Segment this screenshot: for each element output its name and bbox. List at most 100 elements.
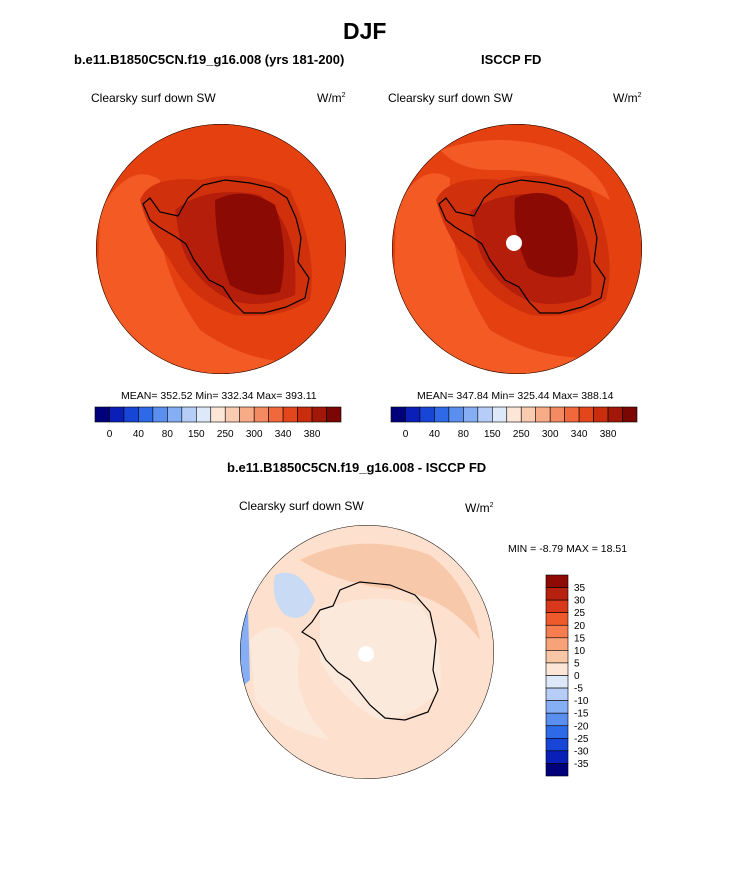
- colorbar-tick-label: 0: [403, 429, 409, 440]
- colorbar-tick-label: 300: [246, 429, 263, 440]
- panel3-map: [240, 525, 494, 779]
- colorbar-tick-label: 80: [162, 429, 174, 440]
- colorbar-tick-label: 40: [429, 429, 441, 440]
- colorbar-box: [282, 406, 298, 423]
- colorbar-box: [434, 406, 450, 423]
- colorbar-box: [545, 700, 569, 714]
- colorbar-box: [253, 406, 269, 423]
- colorbar-tick-label: 30: [574, 596, 586, 607]
- colorbar-box: [545, 687, 569, 701]
- colorbar-box: [463, 406, 479, 423]
- colorbar-box: [545, 587, 569, 601]
- colorbar-box: [549, 406, 565, 423]
- colorbar-box: [477, 406, 493, 423]
- season-title: DJF: [343, 18, 387, 44]
- panel2-units: W/m2: [613, 91, 642, 105]
- colorbar-box: [535, 406, 551, 423]
- panel1-units: W/m2: [317, 91, 346, 105]
- colorbar-tick-label: -30: [574, 746, 589, 757]
- colorbar-box: [224, 406, 241, 423]
- colorbar-tick-label: 340: [275, 429, 292, 440]
- colorbar-box: [94, 406, 110, 423]
- colorbar-box: [545, 662, 569, 676]
- panel3-units: W/m2: [465, 501, 494, 515]
- colorbar-box: [109, 406, 125, 423]
- colorbar-tick-label: 5: [574, 658, 580, 669]
- panel3-variable: Clearsky surf down SW: [239, 499, 364, 513]
- colorbar-tick-label: 250: [513, 429, 530, 440]
- panel1-title: b.e11.B1850C5CN.f19_g16.008 (yrs 181-200…: [74, 52, 345, 67]
- colorbar-tick-label: 380: [600, 429, 617, 440]
- colorbar-tick-label: 250: [217, 429, 234, 440]
- panel2-title: ISCCP FD: [481, 52, 542, 67]
- colorbar-tick-label: -20: [574, 721, 589, 732]
- colorbar-tick-label: 380: [304, 429, 321, 440]
- colorbar-tick-label: 10: [574, 646, 586, 657]
- panel1-map: [96, 124, 346, 374]
- colorbar-tick-label: -10: [574, 696, 589, 707]
- panel1-variable: Clearsky surf down SW: [91, 91, 216, 105]
- colorbar-tick-label: 340: [571, 429, 588, 440]
- colorbar-box: [138, 406, 154, 423]
- panel1-stats: MEAN= 352.52 Min= 332.34 Max= 393.11: [121, 390, 317, 402]
- panel3-title: b.e11.B1850C5CN.f19_g16.008 - ISCCP FD: [227, 460, 487, 475]
- colorbar-box: [448, 406, 464, 423]
- panel2-stats: MEAN= 347.84 Min= 325.44 Max= 388.14: [417, 390, 614, 402]
- colorbar-box: [545, 650, 569, 664]
- colorbar-box: [622, 406, 638, 423]
- colorbar-tick-label: 0: [574, 671, 580, 682]
- panel1-coastline: [142, 179, 310, 314]
- colorbar-box: [545, 637, 569, 651]
- colorbar-box: [545, 725, 569, 739]
- colorbar-box: [268, 406, 284, 423]
- panel2-variable: Clearsky surf down SW: [388, 91, 513, 105]
- panel2-pole-gap: [506, 235, 522, 251]
- colorbar-box: [593, 406, 609, 423]
- colorbar-box: [419, 406, 435, 423]
- colorbar-box: [545, 763, 569, 777]
- colorbar-box: [181, 406, 197, 423]
- colorbar-box: [545, 612, 569, 626]
- panel2-map: [392, 124, 642, 374]
- colorbar-tick-label: 150: [188, 429, 205, 440]
- colorbar-box: [326, 406, 342, 423]
- colorbar-tick-label: 150: [484, 429, 501, 440]
- colorbar-box: [167, 406, 183, 423]
- colorbar-box: [578, 406, 594, 423]
- colorbar-box: [545, 712, 569, 727]
- colorbar-box: [545, 675, 569, 689]
- colorbar-box: [239, 406, 255, 423]
- colorbar-tick-label: -5: [574, 684, 583, 695]
- colorbar-panel2: 0 40 80 150 250 300 340 380: [390, 406, 638, 440]
- colorbar-panel1: 0 40 80 150 250 300 340 380: [94, 406, 342, 440]
- colorbar-box: [491, 406, 508, 423]
- colorbar-tick-label: -25: [574, 734, 589, 745]
- colorbar-box: [545, 574, 569, 588]
- colorbar-tick-label: 25: [574, 608, 586, 619]
- colorbar-box: [195, 406, 212, 423]
- colorbar-box: [311, 406, 327, 423]
- colorbar-box: [506, 406, 522, 423]
- colorbar-tick-label: 80: [458, 429, 470, 440]
- colorbar-box: [405, 406, 421, 423]
- panel3-stats: MIN = -8.79 MAX = 18.51: [508, 543, 628, 555]
- colorbar-tick-label: 20: [574, 621, 586, 632]
- colorbar-tick-label: 40: [133, 429, 145, 440]
- colorbar-tick-label: 15: [574, 633, 586, 644]
- colorbar-box: [545, 750, 569, 764]
- colorbar-box: [545, 599, 569, 613]
- colorbar-box: [545, 738, 569, 752]
- panel2-coastline: [438, 179, 606, 314]
- colorbar-box: [123, 406, 139, 423]
- colorbar-tick-label: 300: [542, 429, 559, 440]
- colorbar-box: [564, 406, 580, 423]
- colorbar-box: [297, 406, 313, 423]
- colorbar-box: [390, 406, 406, 423]
- colorbar-box: [520, 406, 537, 423]
- colorbar-tick-label: -35: [574, 759, 589, 770]
- colorbar-box: [152, 406, 168, 423]
- colorbar-box: [545, 624, 569, 639]
- panel3-coastline: [301, 581, 439, 721]
